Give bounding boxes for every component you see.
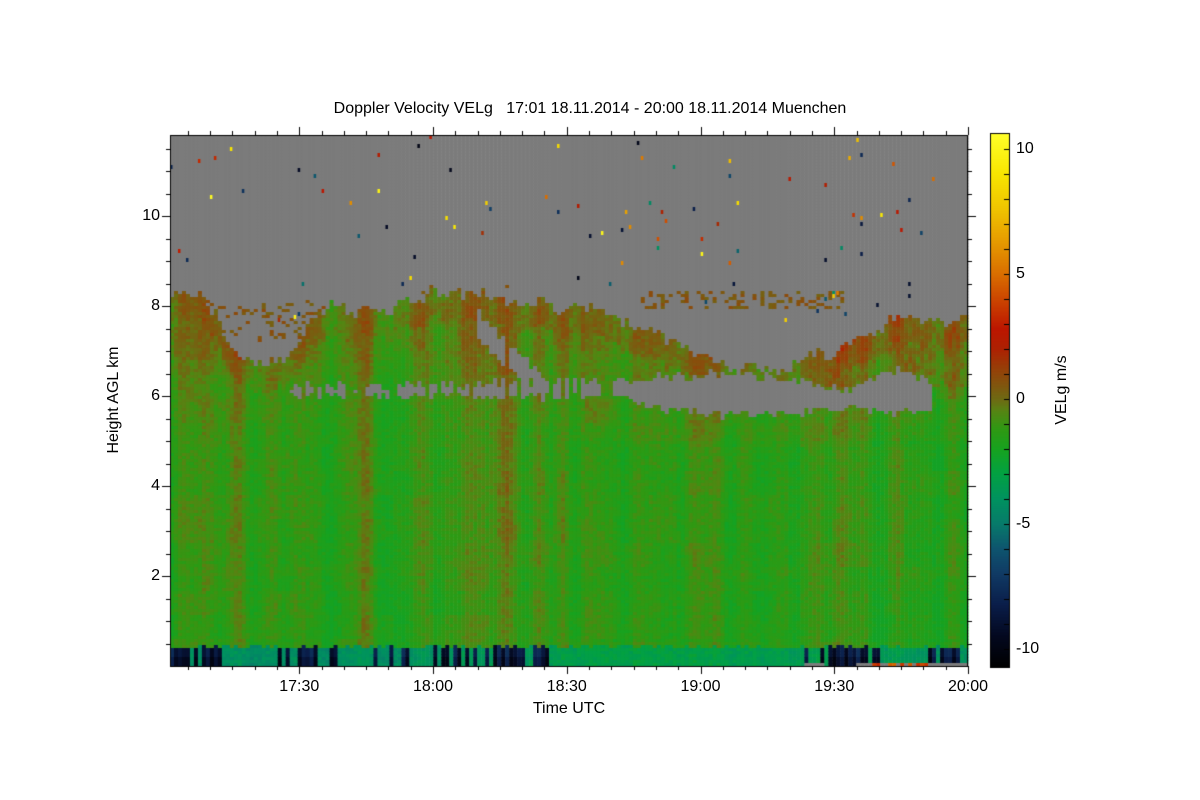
y-tick-label: 8: [151, 297, 160, 314]
y-tick-label: 10: [142, 207, 160, 224]
x-tick-label: 18:00: [412, 678, 454, 695]
x-tick-label: 19:00: [680, 678, 721, 695]
x-tick-label: 20:00: [947, 678, 989, 695]
x-tick-label: 19:30: [814, 678, 855, 695]
colorbar-tick-label: -5: [1016, 515, 1031, 533]
y-tick-label: 4: [151, 477, 160, 494]
colorbar-tick-label: -10: [1016, 640, 1040, 658]
y-tick-label: 6: [151, 387, 160, 404]
x-tick-label: 18:30: [546, 678, 587, 695]
x-axis-label: Time UTC: [532, 700, 606, 717]
y-tick-label: 2: [151, 567, 160, 584]
colorbar-tick-label: 10: [1016, 140, 1034, 158]
x-tick-label: 17:30: [279, 678, 320, 695]
colorbar-tick-label: 0: [1016, 390, 1025, 408]
chart-title: Doppler Velocity VELg 17:01 18.11.2014 -…: [333, 100, 847, 117]
colorbar-tick-label: 5: [1016, 265, 1025, 283]
